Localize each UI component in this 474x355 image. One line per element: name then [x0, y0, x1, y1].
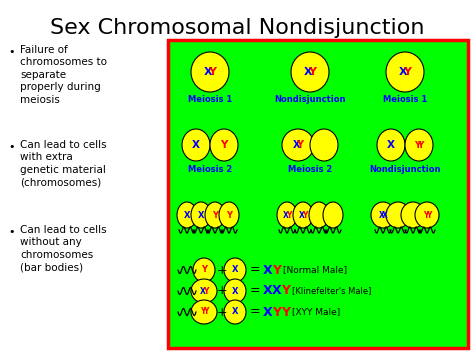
Ellipse shape	[282, 129, 314, 161]
Text: Y: Y	[203, 307, 208, 317]
Text: Y: Y	[281, 306, 290, 318]
Text: X: X	[192, 140, 200, 150]
Ellipse shape	[224, 279, 246, 303]
Ellipse shape	[310, 129, 338, 161]
Text: X: X	[263, 306, 273, 318]
Text: [Normal Male]: [Normal Male]	[283, 266, 347, 274]
Text: X: X	[292, 140, 300, 150]
Text: Can lead to cells
without any
chromosomes
(bar bodies): Can lead to cells without any chromosome…	[20, 225, 107, 272]
Text: Y: Y	[272, 263, 281, 277]
Ellipse shape	[205, 202, 225, 228]
Text: =: =	[250, 284, 261, 297]
Text: Y: Y	[286, 211, 291, 219]
Text: X: X	[387, 140, 395, 150]
Ellipse shape	[401, 202, 425, 228]
Text: Meiosis 1: Meiosis 1	[383, 95, 427, 104]
Ellipse shape	[415, 202, 439, 228]
Ellipse shape	[291, 52, 329, 92]
Text: Y: Y	[426, 211, 431, 219]
Text: Sex Chromosomal Nondisjunction: Sex Chromosomal Nondisjunction	[50, 18, 424, 38]
Ellipse shape	[193, 258, 215, 282]
Text: Y: Y	[201, 266, 207, 274]
Text: Y: Y	[212, 211, 218, 219]
Ellipse shape	[182, 129, 210, 161]
Text: +: +	[217, 263, 228, 277]
Ellipse shape	[277, 202, 297, 228]
Text: Y: Y	[403, 67, 411, 77]
Text: Y: Y	[226, 211, 232, 219]
Text: X: X	[263, 263, 273, 277]
Text: =: =	[250, 263, 261, 277]
Text: X: X	[263, 284, 273, 297]
Text: X: X	[204, 67, 212, 77]
Text: X: X	[382, 211, 387, 219]
Ellipse shape	[191, 300, 217, 324]
Text: X: X	[232, 286, 238, 295]
Text: Y: Y	[281, 284, 290, 297]
Text: Can lead to cells
with extra
genetic material
(chromosomes): Can lead to cells with extra genetic mat…	[20, 140, 107, 187]
Text: Y: Y	[302, 211, 307, 219]
Text: X: X	[399, 67, 407, 77]
Text: X: X	[272, 284, 282, 297]
Text: Meiosis 2: Meiosis 2	[288, 165, 332, 174]
Ellipse shape	[177, 202, 197, 228]
Ellipse shape	[224, 300, 246, 324]
Text: Nondisjunction: Nondisjunction	[369, 165, 441, 174]
Text: Y: Y	[423, 211, 428, 219]
Text: X: X	[232, 307, 238, 317]
Text: [Klinefelter's Male]: [Klinefelter's Male]	[292, 286, 371, 295]
Text: Y: Y	[308, 67, 316, 77]
Ellipse shape	[293, 202, 313, 228]
Ellipse shape	[219, 202, 239, 228]
Text: Failure of
chromosomes to
separate
properly during
meiosis: Failure of chromosomes to separate prope…	[20, 45, 107, 105]
Text: Meiosis 1: Meiosis 1	[188, 95, 232, 104]
Text: Y: Y	[208, 67, 216, 77]
Ellipse shape	[224, 258, 246, 282]
Text: X: X	[299, 211, 304, 219]
Text: •: •	[8, 227, 15, 237]
Text: Meiosis 2: Meiosis 2	[188, 165, 232, 174]
Bar	[168, 40, 468, 348]
Text: Y: Y	[203, 286, 208, 295]
Text: X: X	[184, 211, 190, 219]
Text: X: X	[198, 211, 204, 219]
Text: •: •	[8, 142, 15, 152]
Ellipse shape	[191, 279, 217, 303]
Text: X: X	[283, 211, 289, 219]
Ellipse shape	[405, 129, 433, 161]
Ellipse shape	[386, 52, 424, 92]
Text: =: =	[250, 306, 261, 318]
Text: Nondisjunction: Nondisjunction	[274, 95, 346, 104]
Text: Y: Y	[418, 141, 424, 149]
Ellipse shape	[309, 202, 329, 228]
Text: •: •	[8, 47, 15, 57]
Ellipse shape	[191, 202, 211, 228]
Text: Y: Y	[272, 306, 281, 318]
Text: +: +	[217, 306, 228, 318]
Text: Y: Y	[296, 140, 303, 150]
Text: Y: Y	[200, 307, 205, 317]
Text: Y: Y	[220, 140, 228, 150]
Text: X: X	[200, 286, 206, 295]
Ellipse shape	[191, 52, 229, 92]
Text: +: +	[217, 284, 228, 297]
Ellipse shape	[377, 129, 405, 161]
Text: Y: Y	[414, 141, 420, 149]
Ellipse shape	[323, 202, 343, 228]
Ellipse shape	[371, 202, 395, 228]
Text: X: X	[232, 266, 238, 274]
Text: [XYY Male]: [XYY Male]	[292, 307, 340, 317]
Text: X: X	[379, 211, 384, 219]
Text: X: X	[304, 67, 312, 77]
Ellipse shape	[210, 129, 238, 161]
Ellipse shape	[386, 202, 410, 228]
